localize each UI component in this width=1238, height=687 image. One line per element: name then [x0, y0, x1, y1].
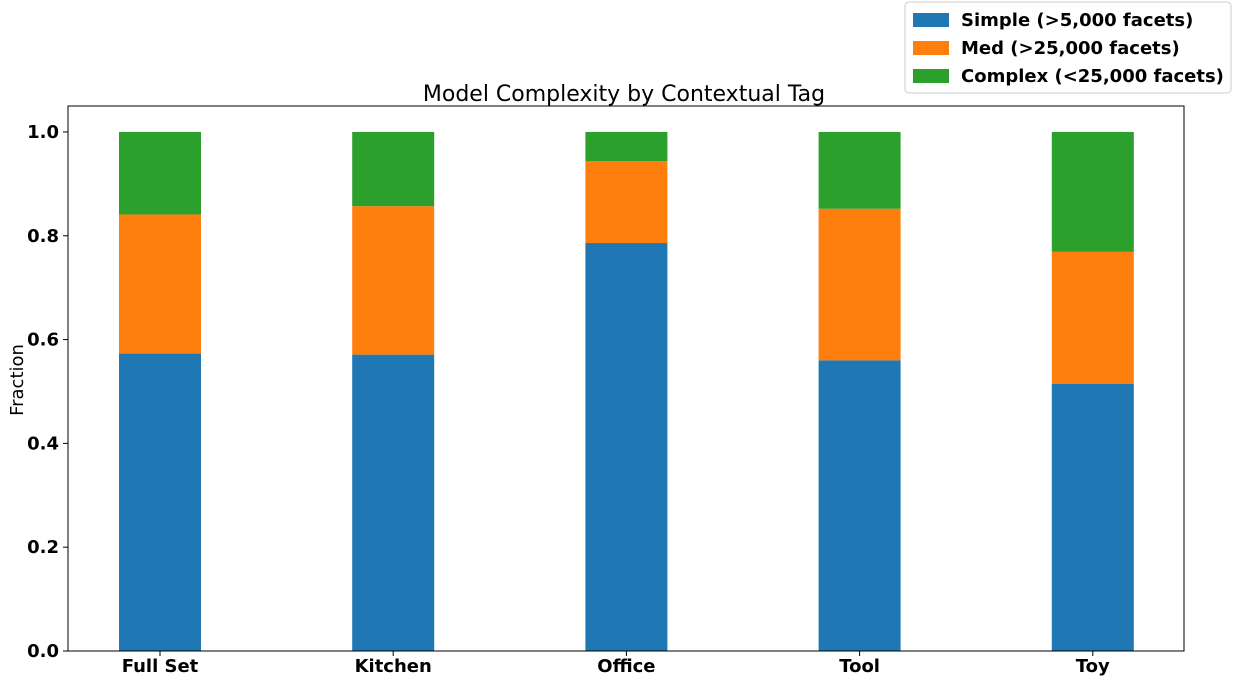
chart-title: Model Complexity by Contextual Tag: [423, 82, 825, 107]
legend: Simple (>5,000 facets) Med (>25,000 facet…: [904, 1, 1232, 94]
x-tick-label: Tool: [839, 656, 880, 677]
x-tick-label: Kitchen: [355, 656, 432, 677]
bar-full-set-series-2: [119, 131, 201, 215]
legend-swatch: [913, 13, 949, 27]
x-tick-label: Toy: [1076, 656, 1110, 677]
y-tick-label: 0.4: [27, 433, 59, 454]
bar-toy-series-0: [1051, 383, 1134, 651]
y-tick-label: 1.0: [27, 122, 59, 143]
bar-tool-series-2: [818, 131, 901, 209]
y-axis: 0.0 0.2 0.4 0.6 0.8 1.0: [27, 122, 68, 662]
bar-full-set-series-1: [119, 214, 201, 354]
bar-tool-series-1: [818, 208, 901, 361]
bars-group: [119, 131, 1134, 651]
bar-office-series-1: [585, 161, 668, 244]
legend-frame: [904, 1, 1232, 94]
y-tick-label: 0.0: [27, 641, 59, 662]
legend-swatch: [913, 41, 949, 55]
legend-label: Complex (<25,000 facets): [961, 66, 1224, 87]
bar-toy-series-2: [1051, 131, 1134, 252]
x-tick-label: Office: [597, 656, 655, 677]
y-tick-label: 0.8: [27, 226, 59, 247]
bar-office-series-0: [585, 243, 668, 651]
bar-full-set-series-0: [119, 353, 201, 651]
bar-kitchen-series-0: [352, 354, 435, 651]
y-tick-label: 0.2: [27, 537, 59, 558]
y-axis-label: Fraction: [7, 344, 28, 416]
bar-kitchen-series-2: [352, 131, 435, 207]
legend-label: Simple (>5,000 facets): [961, 10, 1193, 31]
bar-toy-series-1: [1051, 251, 1134, 384]
x-axis: Full Set Kitchen Office Tool Toy: [122, 651, 1110, 677]
bar-tool-series-0: [818, 360, 901, 651]
legend-swatch: [913, 69, 949, 83]
bar-kitchen-series-1: [352, 206, 435, 355]
legend-label: Med (>25,000 facets): [961, 38, 1180, 59]
x-tick-label: Full Set: [122, 656, 199, 677]
bar-office-series-2: [585, 131, 668, 162]
y-tick-label: 0.6: [27, 330, 59, 351]
